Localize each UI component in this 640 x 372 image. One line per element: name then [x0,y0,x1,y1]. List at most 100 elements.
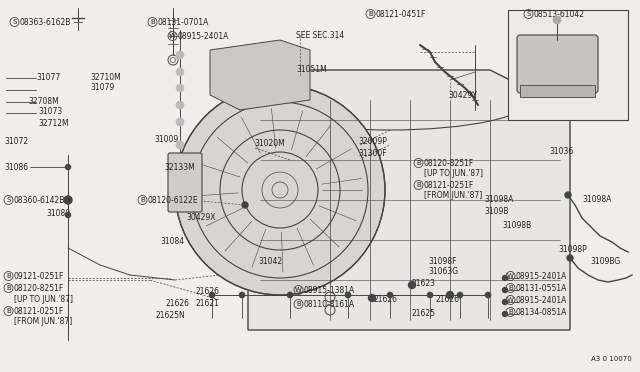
Circle shape [345,292,351,298]
Circle shape [447,292,454,298]
Text: 32133M: 32133M [164,163,195,171]
Text: A3 0 10070: A3 0 10070 [591,356,632,362]
Bar [520,85,595,97]
Text: 31098B: 31098B [502,221,531,231]
Text: B: B [416,182,421,188]
Text: 31072: 31072 [4,138,28,147]
Text: 31098P: 31098P [558,244,587,253]
Text: 31300F: 31300F [358,150,387,158]
Text: 08915-1381A: 08915-1381A [304,286,355,295]
Circle shape [176,68,184,76]
Text: 08915-2401A: 08915-2401A [516,272,568,281]
Text: 32712M: 32712M [38,119,68,128]
Text: 31098F: 31098F [428,257,456,266]
Text: [FROM JUN.'87]: [FROM JUN.'87] [424,192,483,201]
Text: 31098A: 31098A [582,196,611,205]
Text: B: B [6,285,11,291]
Circle shape [176,84,184,92]
Circle shape [209,292,215,298]
Text: 31086: 31086 [4,163,28,171]
Text: 31020M: 31020M [254,140,285,148]
Text: 32009P: 32009P [358,138,387,147]
Circle shape [485,292,491,298]
Text: 08131-0701A: 08131-0701A [158,18,209,27]
Text: 08915-2401A: 08915-2401A [516,296,568,305]
Circle shape [553,16,561,24]
Circle shape [176,101,184,109]
Text: 08121-0251F: 08121-0251F [14,307,64,316]
Text: W: W [169,33,176,39]
Text: 21625: 21625 [412,310,436,318]
Text: S: S [6,197,11,203]
Text: 08120-8251F: 08120-8251F [424,159,474,168]
Text: B: B [416,160,421,166]
Text: B: B [508,285,513,291]
Circle shape [65,164,70,170]
Circle shape [408,282,415,289]
Circle shape [565,192,571,198]
Circle shape [242,202,248,208]
Text: W: W [507,297,514,303]
FancyBboxPatch shape [168,153,202,212]
Text: 08120-6122E: 08120-6122E [148,196,198,205]
Text: 08131-0551A: 08131-0551A [516,284,568,293]
Circle shape [427,292,433,298]
Text: [UP TO JUN.'87]: [UP TO JUN.'87] [14,295,73,304]
Text: S: S [12,19,17,25]
Text: W: W [507,273,514,279]
FancyBboxPatch shape [517,35,598,93]
Text: SEE SEC.314: SEE SEC.314 [296,32,344,41]
Text: 08513-61042: 08513-61042 [534,10,585,19]
Circle shape [567,255,573,261]
Text: 32710M: 32710M [90,73,121,81]
Text: 31051M: 31051M [296,65,327,74]
Text: 08915-2401A: 08915-2401A [178,32,229,41]
Circle shape [502,299,508,305]
Text: W: W [295,287,302,293]
Circle shape [65,212,70,218]
Text: 31009: 31009 [154,135,179,144]
Circle shape [175,85,385,295]
Text: 31077: 31077 [36,73,60,81]
Text: 31079: 31079 [90,83,115,93]
Text: 31073: 31073 [38,108,62,116]
Text: 31036: 31036 [549,148,573,157]
Text: B: B [508,309,513,315]
Circle shape [502,288,508,292]
Text: 21626: 21626 [196,288,220,296]
Text: 09121-0251F: 09121-0251F [14,272,65,281]
Text: [FROM JUN.'87]: [FROM JUN.'87] [14,317,72,327]
Circle shape [387,292,393,298]
Circle shape [502,311,508,317]
Text: 08134-0851A: 08134-0851A [516,308,568,317]
Text: 3109B: 3109B [484,208,509,217]
Text: 31084: 31084 [160,237,184,247]
Text: 31080: 31080 [46,209,70,218]
Bar [508,10,628,120]
Circle shape [457,292,463,298]
FancyArrowPatch shape [212,52,308,74]
Text: 30429Y: 30429Y [448,90,477,99]
Text: 21626: 21626 [166,299,190,308]
Text: 30429X: 30429X [186,214,216,222]
Circle shape [287,292,293,298]
Text: [UP TO JUN.'87]: [UP TO JUN.'87] [424,170,483,179]
Text: 08110-8161A: 08110-8161A [304,300,355,309]
Text: B: B [368,11,373,17]
Text: 21625N: 21625N [156,311,186,321]
Text: 21623: 21623 [412,279,436,289]
Circle shape [176,51,184,59]
Polygon shape [210,40,310,110]
Circle shape [369,295,376,301]
Text: B: B [150,19,155,25]
Text: 08121-0251F: 08121-0251F [424,181,474,190]
Text: B: B [6,308,11,314]
Text: 21626: 21626 [374,295,398,305]
Circle shape [64,196,72,204]
Polygon shape [248,70,570,330]
Circle shape [502,276,508,280]
Text: 31063G: 31063G [428,267,458,276]
Text: B: B [140,197,145,203]
Circle shape [239,292,245,298]
Text: 21626: 21626 [436,295,460,304]
